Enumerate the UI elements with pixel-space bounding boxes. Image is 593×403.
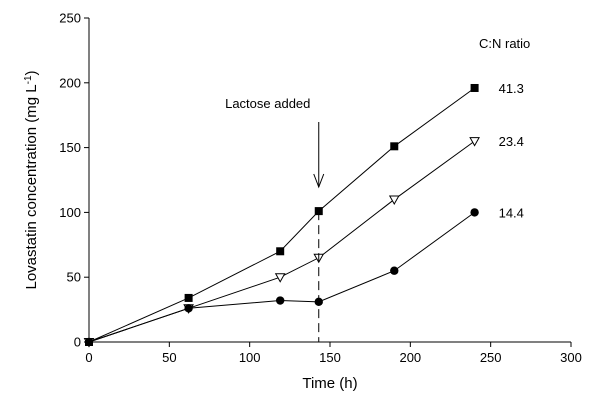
x-tick-label: 150	[319, 350, 341, 365]
x-tick-label: 0	[85, 350, 92, 365]
series-label: 23.4	[499, 134, 524, 149]
x-axis-title: Time (h)	[302, 375, 357, 392]
x-tick-label: 200	[399, 350, 421, 365]
series-group: 41.3 23.4 14.4	[83, 81, 524, 348]
series-line	[88, 140, 475, 343]
annotation-arrowhead	[313, 173, 325, 189]
series-line	[88, 211, 475, 343]
y-axis-title-main: Lovastatin concentration (mg L	[23, 84, 40, 289]
data-point	[390, 142, 399, 151]
data-point	[84, 337, 94, 347]
data-point	[470, 83, 479, 92]
y-axis-title-close: )	[23, 70, 40, 75]
data-point	[274, 273, 286, 283]
annotation: Lactose added	[225, 96, 325, 342]
data-point	[276, 247, 285, 256]
x-tick-label: 250	[480, 350, 502, 365]
x-tick-label: 100	[239, 350, 261, 365]
y-tick-label: 100	[59, 205, 81, 220]
y-axis-title: Lovastatin concentration (mg L-1)	[23, 70, 41, 289]
data-point	[388, 195, 400, 205]
data-point	[184, 293, 193, 302]
axes: 0 50 100 150 200 250 300 0 50 100 150 200 250	[59, 11, 582, 366]
x-tick-label: 50	[162, 350, 176, 365]
data-point	[470, 208, 479, 217]
y-tick-label: 200	[59, 75, 81, 90]
series-label: 14.4	[499, 205, 524, 220]
y-tick-label: 150	[59, 140, 81, 155]
y-tick-label: 0	[74, 335, 81, 350]
series-line	[88, 87, 475, 343]
annotation-label: Lactose added	[225, 96, 310, 111]
legend-title: C:N ratio	[479, 36, 530, 51]
y-axis-title-superscript: -1	[23, 75, 34, 84]
x-tick-label: 300	[560, 350, 582, 365]
x-ticks: 0 50 100 150 200 250 300	[85, 342, 582, 365]
y-tick-label: 50	[67, 270, 81, 285]
data-point	[390, 266, 399, 275]
series-label: 41.3	[499, 81, 524, 96]
y-tick-label: 250	[59, 11, 81, 26]
data-point	[184, 304, 193, 313]
data-point	[469, 137, 480, 147]
series-41.3: 41.3	[85, 81, 524, 346]
data-point	[275, 296, 285, 305]
y-ticks: 0 50 100 150 200 250	[59, 11, 89, 350]
